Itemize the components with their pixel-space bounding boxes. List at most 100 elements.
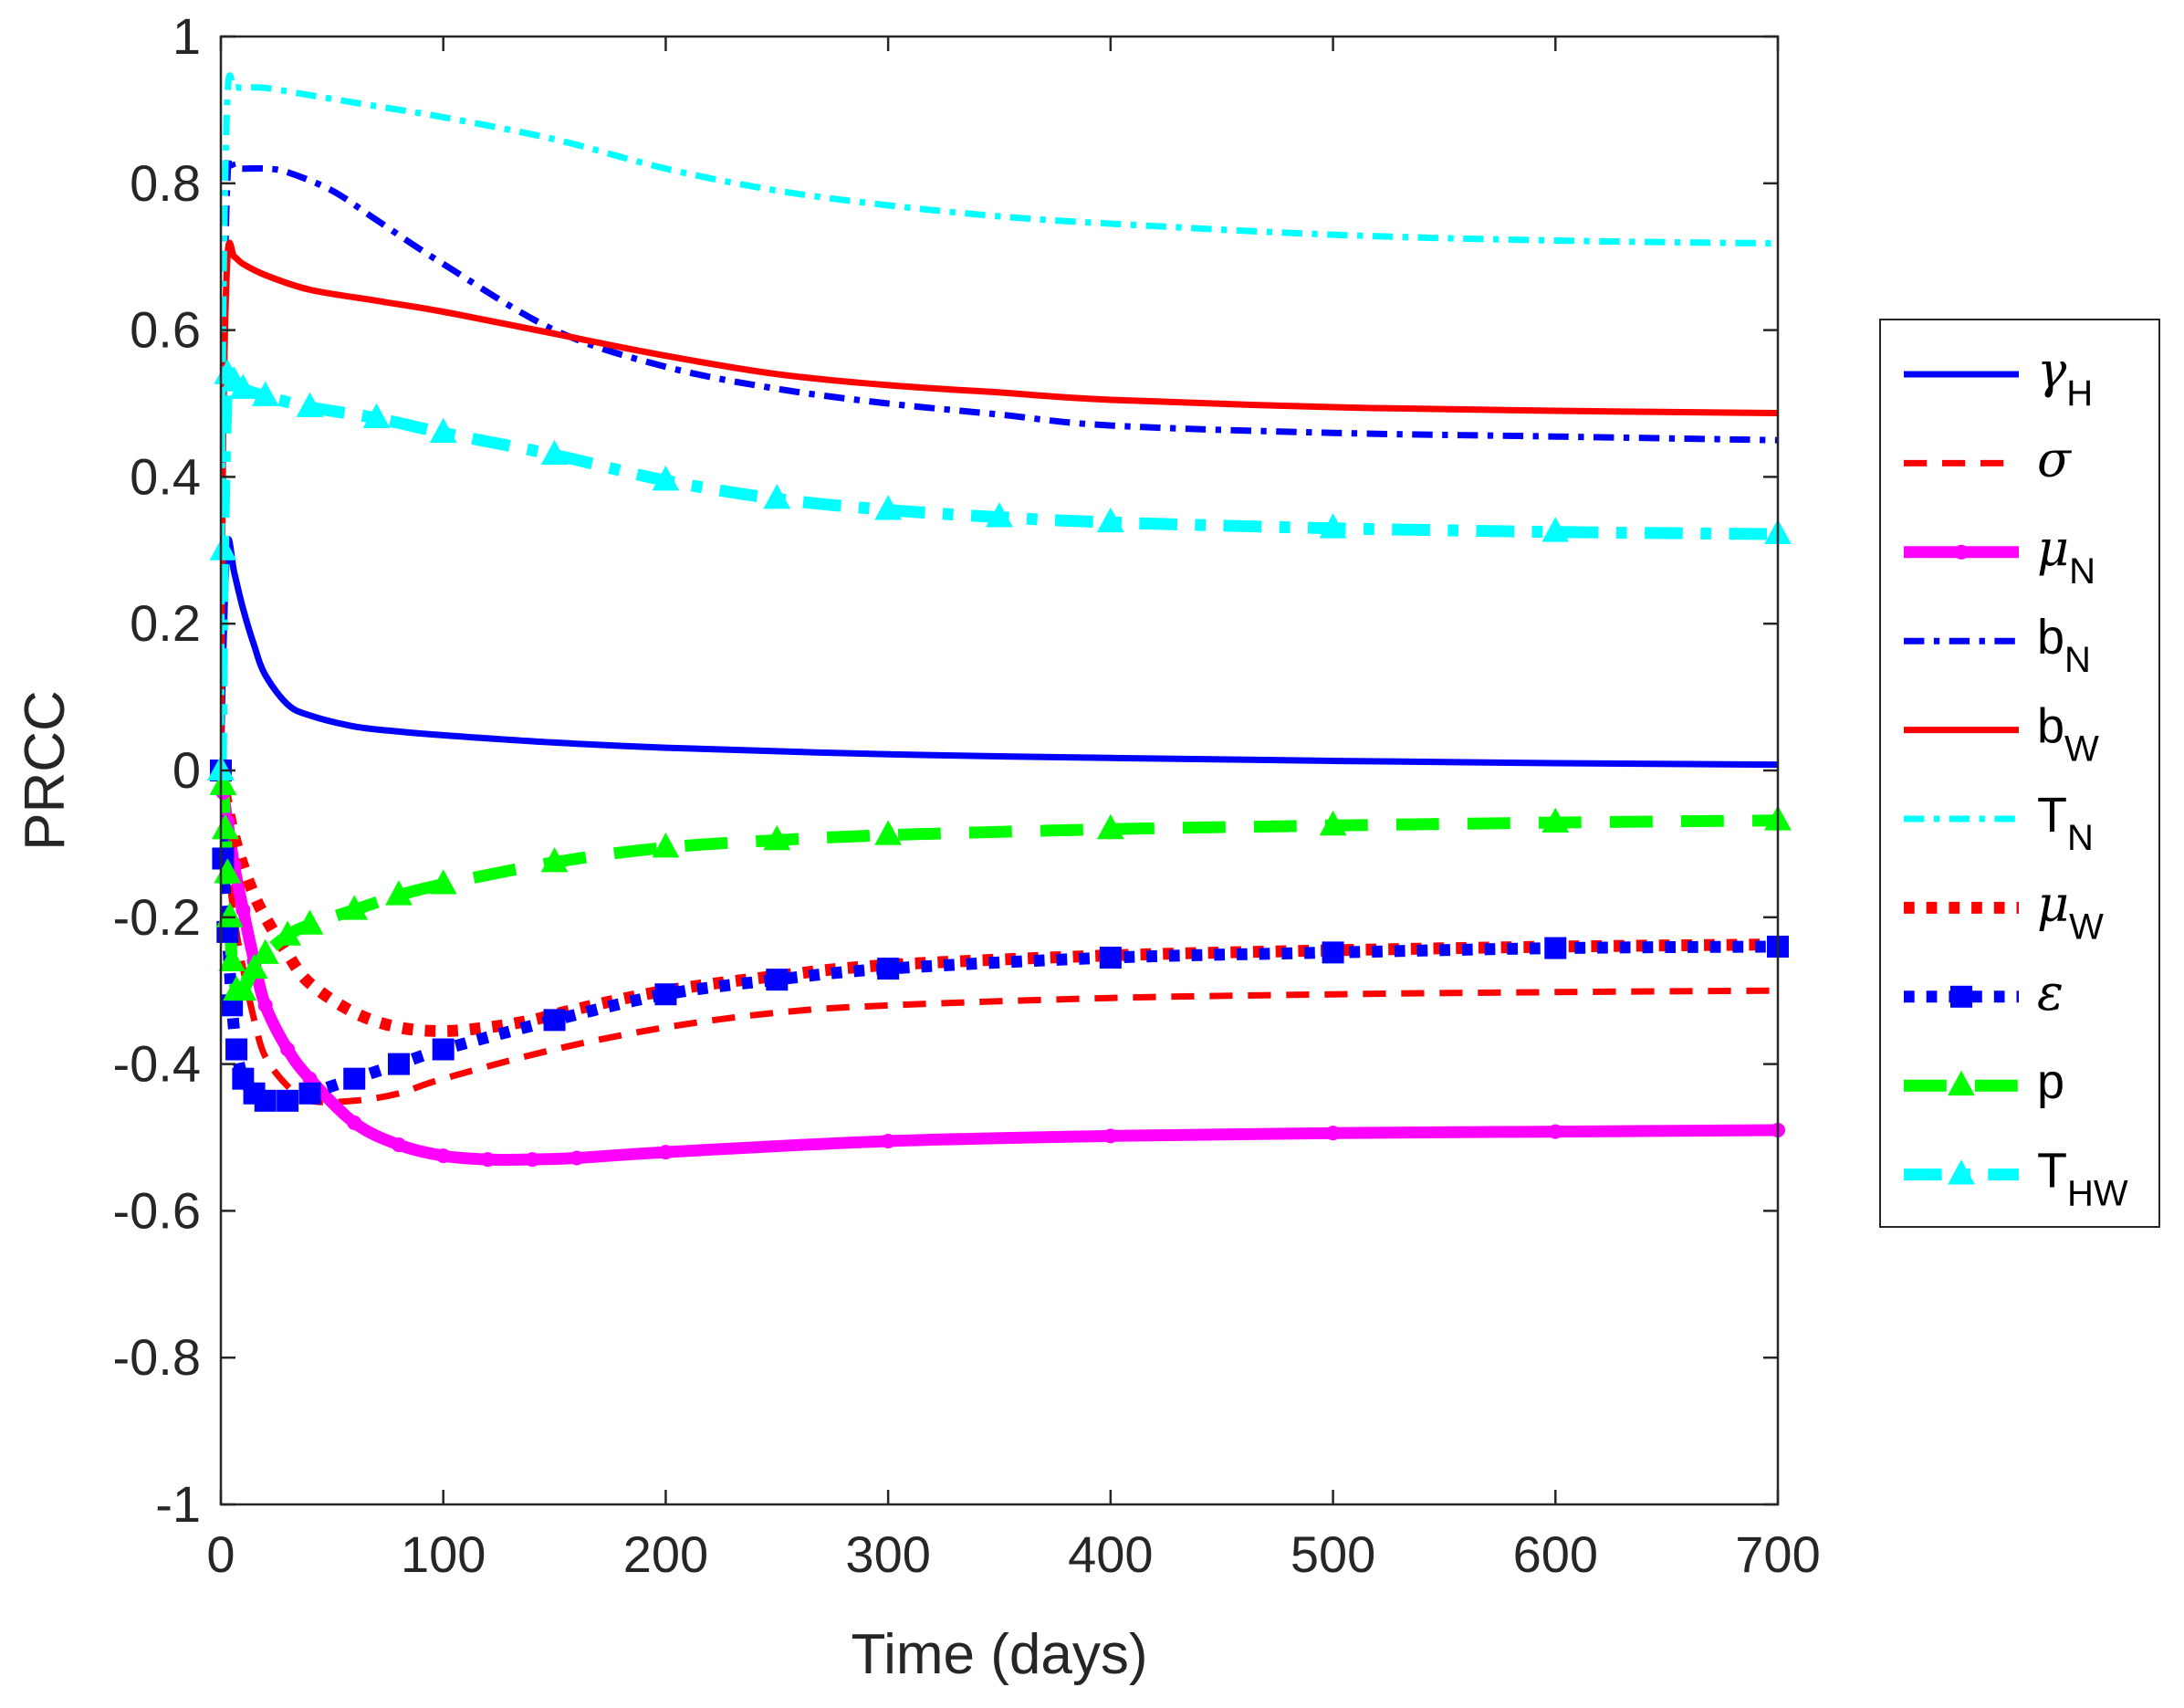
legend-label-v: ε [2037, 964, 2064, 1022]
series-p-marker [652, 833, 680, 858]
series-p-marker [874, 820, 903, 845]
x-tick-label: 100 [401, 1525, 486, 1583]
series-t-hw-marker [1319, 513, 1347, 539]
legend-subscript: N [2067, 818, 2094, 858]
series-v-marker [1099, 947, 1122, 969]
legend-subscript: H [2066, 373, 2093, 414]
series-v-marker [343, 1067, 366, 1090]
series-b-w-line [221, 239, 1778, 771]
series-v-n-marker [1325, 1126, 1341, 1141]
series-t-hw-marker [1541, 517, 1570, 542]
legend-subscript: HW [2067, 1174, 2128, 1214]
series-p-marker [1319, 810, 1347, 836]
legend-label-v-h: γH [2037, 341, 2093, 414]
series-v-n-marker [1102, 1128, 1118, 1144]
legend-label-v: σ [2037, 430, 2073, 487]
series-p-marker [211, 813, 239, 840]
series-v-marker [543, 1009, 566, 1032]
series-p-marker [209, 770, 237, 795]
legend-symbol: ε [2037, 964, 2064, 1022]
y-tick-label: -0.4 [113, 1035, 202, 1093]
y-tick-label: 0.8 [130, 154, 201, 212]
series-v-marker [277, 1089, 299, 1112]
series-p-marker [1541, 807, 1570, 833]
series-p-marker [340, 895, 369, 920]
series-v-marker [1544, 937, 1567, 959]
legend-symbol: μ [2037, 875, 2069, 932]
series-p-marker [296, 909, 324, 935]
series-v-marker [298, 1082, 321, 1105]
series-v-marker [225, 1038, 248, 1061]
legend-marker-v [1950, 985, 1972, 1008]
series-t-hw-marker [652, 466, 680, 491]
series-p-marker [229, 975, 257, 1001]
series-p-marker [1096, 813, 1124, 840]
legend-symbol: σ [2037, 430, 2073, 487]
series-v-n-marker [525, 1152, 540, 1168]
legend-label-t-hw: THW [2037, 1144, 2128, 1214]
y-tick-label: 0.4 [130, 447, 201, 505]
x-axis-title: Time (days) [852, 1623, 1148, 1686]
y-axis-ticks: -1 -0.8 -0.6 -0.4 -0.2 0 0.2 0.4 0.6 0.8 1 [113, 7, 1778, 1533]
series-v-marker [432, 1038, 455, 1061]
series-t-hw-marker [986, 502, 1013, 528]
series-p-marker [215, 902, 244, 927]
series-t-hw-marker [763, 484, 791, 509]
legend-symbol: γ [2037, 341, 2067, 399]
legend-label-t-n: TN [2037, 788, 2094, 858]
series-p-marker [274, 920, 301, 946]
legend-subscript: W [2064, 729, 2099, 770]
series-v-marker [766, 969, 789, 991]
series-t-hw-marker [229, 373, 257, 399]
series-t-hw-marker [874, 495, 903, 520]
legend-symbol: μ [2037, 519, 2069, 577]
series-v-n-marker [391, 1137, 406, 1153]
series-t-n-line [221, 72, 1778, 771]
series-t-hw-marker [251, 381, 279, 406]
legend-label-b-n: bN [2037, 610, 2091, 680]
series-v-n-marker [569, 1150, 584, 1166]
series-p-marker [218, 946, 246, 971]
series-v-marker [387, 1053, 410, 1075]
y-tick-label: 0.2 [130, 594, 201, 652]
legend-symbol: T [2037, 788, 2067, 843]
series-p-marker [763, 824, 791, 851]
legend-label-b-w: bW [2037, 699, 2099, 770]
series-v-n-marker [280, 1042, 296, 1057]
series-v-n-marker [257, 998, 273, 1013]
y-tick-label: -0.2 [113, 888, 202, 946]
series-v-n-marker [347, 1115, 362, 1130]
series-p-marker [429, 869, 457, 895]
legend-symbol: b [2037, 610, 2064, 665]
y-tick-label: -0.8 [113, 1328, 202, 1386]
series-t-hw-marker [1096, 507, 1124, 533]
legend-marker-p [1948, 1070, 1975, 1096]
y-tick-label: -1 [155, 1475, 201, 1533]
x-tick-label: 600 [1513, 1525, 1598, 1583]
series-v-h-line [221, 536, 1778, 771]
series-v-n-marker [658, 1145, 674, 1160]
series-t-hw-marker [209, 535, 237, 561]
series-p-marker [385, 880, 413, 906]
legend-subscript: N [2069, 551, 2095, 592]
series-p-marker [251, 938, 279, 964]
legend-marker-v-n [1954, 544, 1969, 560]
legend-symbol: T [2037, 1144, 2067, 1199]
y-tick-label: 0.6 [130, 301, 201, 359]
series-p-marker [240, 953, 268, 979]
x-tick-label: 300 [845, 1525, 930, 1583]
legend-label-v-n: μN [2037, 519, 2095, 592]
y-tick-label: -0.6 [113, 1181, 202, 1239]
y-tick-label: 1 [172, 7, 201, 65]
legend-symbol: b [2037, 699, 2064, 754]
series-t-hw-marker [540, 439, 569, 466]
series-v-n-marker [480, 1152, 496, 1168]
series-v-marker [1322, 941, 1344, 964]
y-tick-label: 0 [172, 741, 201, 799]
x-axis-ticks: 0 100 200 300 400 500 600 700 [206, 37, 1821, 1583]
series-v-n-marker [235, 902, 251, 917]
x-tick-label: 500 [1291, 1525, 1375, 1583]
